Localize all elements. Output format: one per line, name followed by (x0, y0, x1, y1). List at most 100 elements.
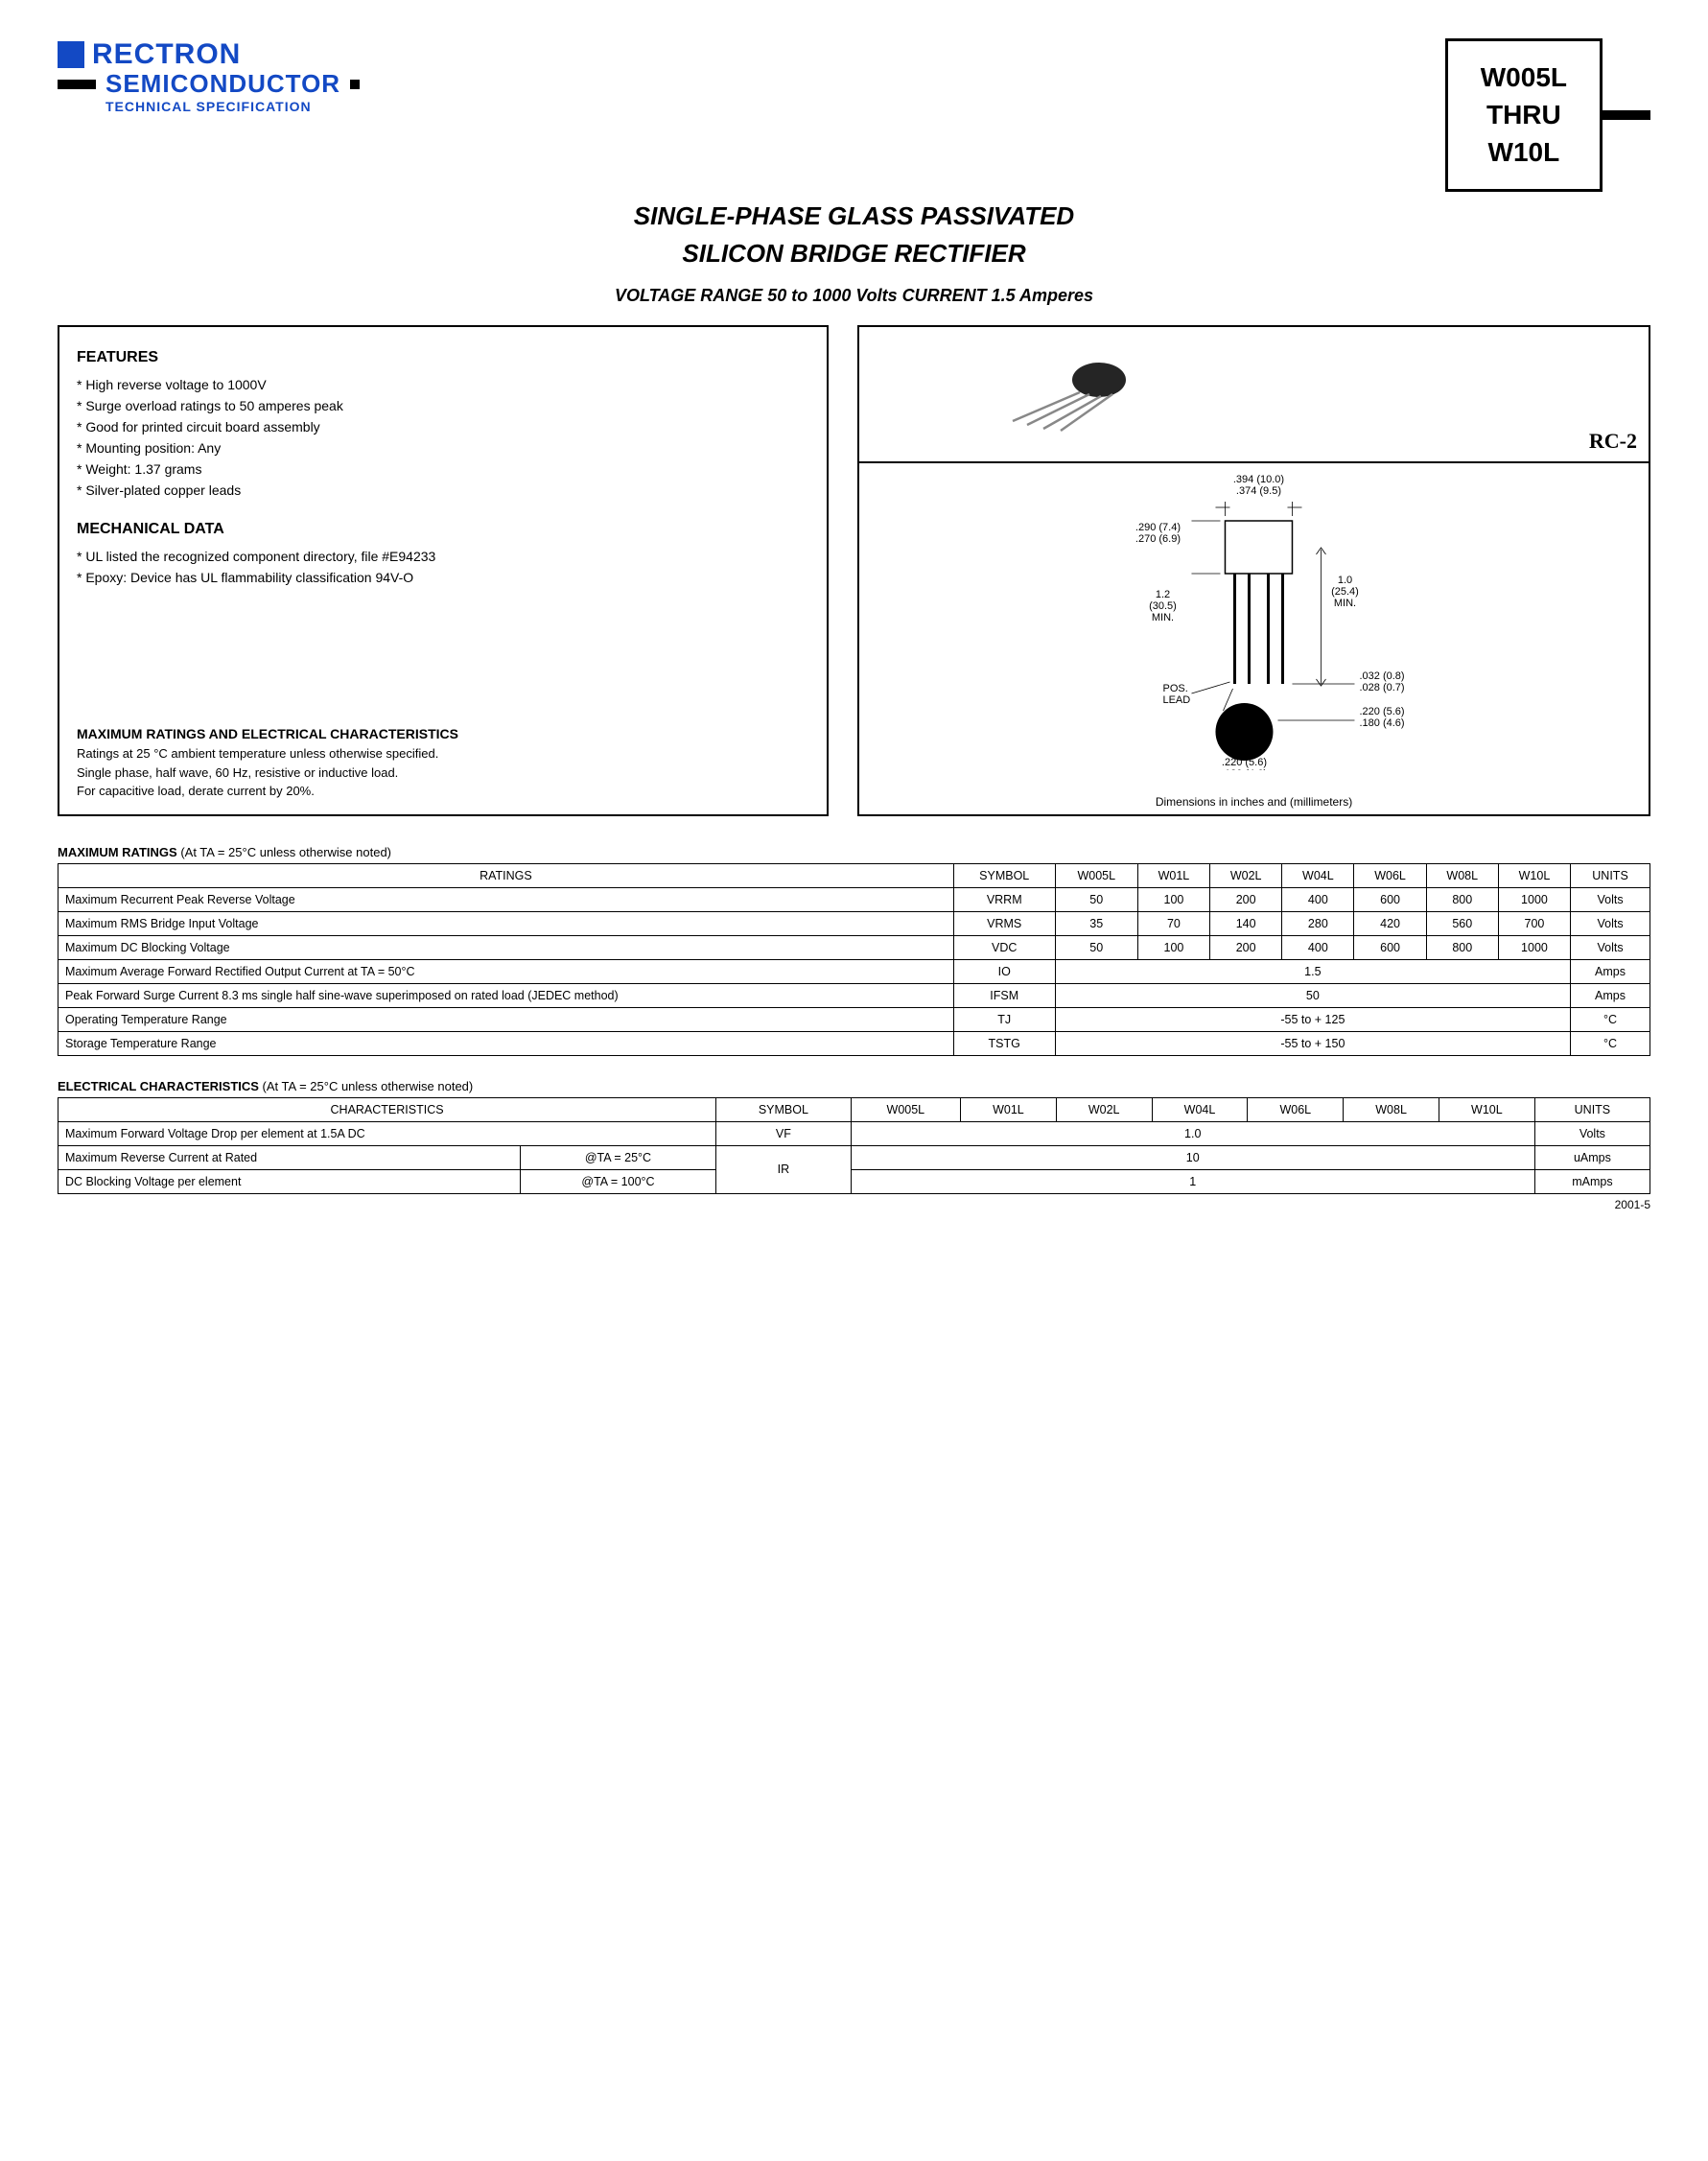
company-name: RECTRON (92, 38, 241, 71)
cell: 10 (851, 1145, 1534, 1169)
cell: Volts (1571, 887, 1650, 911)
feature-item: * High reverse voltage to 1000V (77, 375, 809, 395)
cell: -55 to + 125 (1055, 1007, 1570, 1031)
svg-text:(30.5): (30.5) (1149, 600, 1177, 612)
cell: 200 (1210, 935, 1282, 959)
col-header: W06L (1354, 863, 1426, 887)
svg-text:(25.4): (25.4) (1331, 586, 1359, 598)
table-row: Maximum Reverse Current at Rated @TA = 2… (58, 1145, 1650, 1169)
cell: 50 (1055, 983, 1570, 1007)
ratings-intro-heading: MAXIMUM RATINGS AND ELECTRICAL CHARACTER… (77, 724, 809, 744)
svg-text:.270 (6.9): .270 (6.9) (1135, 533, 1181, 545)
cell: 50 (1055, 887, 1137, 911)
svg-text:.394 (10.0): .394 (10.0) (1233, 474, 1284, 485)
features-heading: FEATURES (77, 346, 809, 369)
cell: 35 (1055, 911, 1137, 935)
cell: @TA = 100°C (520, 1169, 715, 1193)
package-photo-area: RC-2 (859, 327, 1649, 461)
cell: 1.0 (851, 1121, 1534, 1145)
cell: 600 (1354, 935, 1426, 959)
cell: VDC (953, 935, 1055, 959)
dimension-caption: Dimensions in inches and (millimeters) (859, 795, 1649, 809)
ratings-intro-line: For capacitive load, derate current by 2… (77, 782, 809, 801)
svg-text:1.0: 1.0 (1338, 575, 1352, 586)
col-header: W08L (1426, 863, 1498, 887)
ratings-intro: MAXIMUM RATINGS AND ELECTRICAL CHARACTER… (77, 724, 809, 801)
feature-item: * Weight: 1.37 grams (77, 459, 809, 480)
cell: 800 (1426, 935, 1498, 959)
col-header: W01L (1137, 863, 1209, 887)
elec-caption: ELECTRICAL CHARACTERISTICS (At TA = 25°C… (58, 1079, 1650, 1093)
cell: IR (716, 1145, 852, 1193)
cell: Maximum Recurrent Peak Reverse Voltage (58, 887, 954, 911)
col-header: W10L (1439, 1097, 1534, 1121)
col-header: W02L (1056, 1097, 1152, 1121)
col-header: UNITS (1571, 863, 1650, 887)
cell: Peak Forward Surge Current 8.3 ms single… (58, 983, 954, 1007)
col-header: SYMBOL (953, 863, 1055, 887)
cell: TJ (953, 1007, 1055, 1031)
mechanical-item: * Epoxy: Device has UL flammability clas… (77, 568, 809, 588)
caption-bold: MAXIMUM RATINGS (58, 845, 177, 859)
cell: Volts (1571, 935, 1650, 959)
feature-item: * Silver-plated copper leads (77, 481, 809, 501)
cell: 700 (1498, 911, 1570, 935)
cell: Storage Temperature Range (58, 1031, 954, 1055)
table-row: Operating Temperature RangeTJ-55 to + 12… (58, 1007, 1650, 1031)
cell: °C (1571, 1007, 1650, 1031)
logo-icon (58, 41, 84, 68)
cell: VF (716, 1121, 852, 1145)
feature-item: * Surge overload ratings to 50 amperes p… (77, 396, 809, 416)
cell: mAmps (1534, 1169, 1650, 1193)
col-header: UNITS (1534, 1097, 1650, 1121)
ratings-intro-line: Ratings at 25 °C ambient temperature unl… (77, 744, 809, 763)
table-row: Storage Temperature RangeTSTG-55 to + 15… (58, 1031, 1650, 1055)
col-header: W04L (1152, 1097, 1248, 1121)
table-row: Maximum Recurrent Peak Reverse VoltageVR… (58, 887, 1650, 911)
main-title-1: SINGLE-PHASE GLASS PASSIVATED (58, 201, 1650, 231)
package-box: RC-2 .394 (10.0) .374 (9.5) (857, 325, 1650, 816)
table-row: DC Blocking Voltage per element @TA = 10… (58, 1169, 1650, 1193)
footer-code: 2001-5 (58, 1198, 1650, 1211)
cell: 600 (1354, 887, 1426, 911)
cell: Maximum RMS Bridge Input Voltage (58, 911, 954, 935)
features-box: FEATURES * High reverse voltage to 1000V… (58, 325, 829, 816)
part-top: W005L (1481, 59, 1567, 96)
max-ratings-caption: MAXIMUM RATINGS (At TA = 25°C unless oth… (58, 845, 1650, 859)
cell: 1000 (1498, 935, 1570, 959)
caption-rest: (At TA = 25°C unless otherwise noted) (259, 1079, 473, 1093)
ratings-intro-line: Single phase, half wave, 60 Hz, resistiv… (77, 763, 809, 783)
cell: 50 (1055, 935, 1137, 959)
table-row: Maximum RMS Bridge Input VoltageVRMS3570… (58, 911, 1650, 935)
mechanical-item: * UL listed the recognized component dir… (77, 547, 809, 567)
cell: VRRM (953, 887, 1055, 911)
col-header: W005L (851, 1097, 960, 1121)
svg-text:.180 (4.6): .180 (4.6) (1360, 717, 1405, 729)
cell: TSTG (953, 1031, 1055, 1055)
elec-table: CHARACTERISTICSSYMBOLW005LW01LW02LW04LW0… (58, 1097, 1650, 1194)
col-header: W01L (961, 1097, 1057, 1121)
cell: uAmps (1534, 1145, 1650, 1169)
cell: Volts (1571, 911, 1650, 935)
mechanical-heading: MECHANICAL DATA (77, 518, 809, 541)
col-header: W005L (1055, 863, 1137, 887)
cell: Maximum Forward Voltage Drop per element… (58, 1121, 716, 1145)
cell: IO (953, 959, 1055, 983)
cell: Operating Temperature Range (58, 1007, 954, 1031)
decorative-bar (1603, 110, 1650, 120)
svg-text:POS.: POS. (1163, 683, 1188, 694)
mid-row: FEATURES * High reverse voltage to 1000V… (58, 325, 1650, 816)
main-title-2: SILICON BRIDGE RECTIFIER (58, 239, 1650, 269)
svg-text:.374 (9.5): .374 (9.5) (1236, 485, 1281, 497)
cell: @TA = 25°C (520, 1145, 715, 1169)
table-row: Maximum Average Forward Rectified Output… (58, 959, 1650, 983)
table-row: Maximum DC Blocking VoltageVDC5010020040… (58, 935, 1650, 959)
company-sub: SEMICONDUCTOR (105, 69, 340, 99)
feature-item: * Good for printed circuit board assembl… (77, 417, 809, 437)
voltage-range: VOLTAGE RANGE 50 to 1000 Volts CURRENT 1… (58, 286, 1650, 306)
max-ratings-table: RATINGSSYMBOLW005LW01LW02LW04LW06LW08LW1… (58, 863, 1650, 1056)
cell: Amps (1571, 959, 1650, 983)
cell: 560 (1426, 911, 1498, 935)
cell: IFSM (953, 983, 1055, 1007)
page-header: RECTRON SEMICONDUCTOR TECHNICAL SPECIFIC… (58, 38, 1650, 192)
